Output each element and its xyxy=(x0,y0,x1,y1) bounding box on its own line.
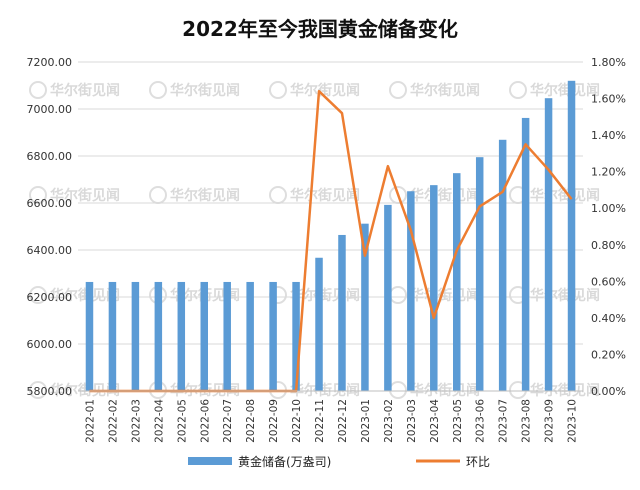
bar xyxy=(177,281,186,391)
y-right-tick-label: 0.20% xyxy=(591,348,626,361)
legend: 黄金储备(万盎司) 环比 xyxy=(188,454,490,469)
bar xyxy=(475,157,484,391)
legend-label-line: 环比 xyxy=(466,455,490,469)
y-left-tick-label: 5800.00 xyxy=(27,385,73,398)
y-left-tick-label: 6000.00 xyxy=(27,338,73,351)
watermark-text: 华尔街见闻 xyxy=(410,287,480,304)
y-right-tick-label: 1.00% xyxy=(591,202,626,215)
watermark: 华尔街见闻 xyxy=(149,81,240,99)
watermark-text: 华尔街见闻 xyxy=(170,82,240,99)
x-tick-label: 2023-09 xyxy=(544,399,556,443)
y-left-tick-label: 6600.00 xyxy=(27,197,73,210)
y-right-tick-label: 0.80% xyxy=(591,239,626,252)
x-tick-label: 2023-05 xyxy=(452,399,464,443)
bar xyxy=(131,281,140,391)
bar-series xyxy=(85,80,576,392)
legend-swatch-bar xyxy=(188,457,232,465)
bar xyxy=(223,281,231,391)
y-left-tick-label: 6400.00 xyxy=(27,244,73,257)
bar xyxy=(85,281,94,391)
bar xyxy=(338,234,346,391)
legend-label-bar: 黄金储备(万盎司) xyxy=(238,454,331,469)
watermark-text: 华尔街见闻 xyxy=(290,82,360,99)
watermark-text: 华尔街见闻 xyxy=(170,187,240,204)
y-left-tick-label: 6800.00 xyxy=(27,150,73,163)
x-tick-label: 2022-01 xyxy=(84,399,96,443)
x-tick-label: 2022-11 xyxy=(314,399,326,443)
watermark: 华尔街见闻 xyxy=(29,186,120,204)
bar xyxy=(315,257,323,391)
y-right-tick-label: 1.80% xyxy=(591,56,626,69)
x-tick-label: 2023-03 xyxy=(406,399,418,443)
bar xyxy=(108,281,117,391)
y-right-tick-label: 0.40% xyxy=(591,312,626,325)
bar xyxy=(430,185,438,391)
chart-title: 2022年至今我国黄金储备变化 xyxy=(182,17,458,41)
bar xyxy=(269,281,277,391)
y-right-tick-label: 1.40% xyxy=(591,129,626,142)
watermark-text: 华尔街见闻 xyxy=(290,187,360,204)
grid-lines xyxy=(78,61,583,392)
bar xyxy=(567,80,576,392)
x-tick-label: 2023-07 xyxy=(498,399,510,443)
watermark: 华尔街见闻 xyxy=(269,81,360,99)
x-tick-label: 2022-03 xyxy=(130,399,142,443)
watermark-text: 华尔街见闻 xyxy=(50,287,120,304)
bar xyxy=(521,117,530,392)
watermark-text: 华尔街见闻 xyxy=(530,82,600,99)
bar xyxy=(154,281,163,391)
y-right-tick-label: 0.60% xyxy=(591,275,626,288)
x-tick-label: 2022-04 xyxy=(153,399,165,443)
y-right-tick-label: 0.00% xyxy=(591,385,626,398)
watermark: 华尔街见闻 xyxy=(149,186,240,204)
x-tick-label: 2023-02 xyxy=(383,399,395,443)
watermark-text: 华尔街见闻 xyxy=(50,187,120,204)
y-right-tick-label: 1.60% xyxy=(591,93,626,106)
watermark-text: 华尔街见闻 xyxy=(530,287,600,304)
x-tick-label: 2023-10 xyxy=(567,399,579,443)
watermark-text: 华尔街见闻 xyxy=(410,187,480,204)
bar xyxy=(544,98,553,391)
watermark: 华尔街见闻 xyxy=(29,286,120,304)
bar xyxy=(292,281,300,391)
bar xyxy=(361,223,369,391)
watermark-text: 华尔街见闻 xyxy=(50,82,120,99)
bar xyxy=(200,281,208,391)
x-tick-label: 2023-04 xyxy=(429,399,441,443)
y-left-tick-label: 7000.00 xyxy=(27,103,73,116)
axes: 5800.00 6000.00 6200.00 6400.00 6600.00 6800.… xyxy=(27,56,626,443)
x-tick-label: 2022-09 xyxy=(268,399,280,443)
watermark: 华尔街见闻 xyxy=(509,81,600,99)
watermark-text: 华尔街见闻 xyxy=(290,287,360,304)
x-tick-label: 2023-08 xyxy=(521,399,533,443)
y-right-tick-label: 1.20% xyxy=(591,166,626,179)
watermark: 华尔街见闻 xyxy=(269,286,360,304)
watermark: 华尔街见闻 xyxy=(269,186,360,204)
x-tick-label: 2022-02 xyxy=(107,399,119,443)
x-tick-label: 2022-05 xyxy=(176,399,188,443)
watermark-text: 华尔街见闻 xyxy=(410,82,480,99)
bar xyxy=(498,139,507,391)
y-left-tick-label: 7200.00 xyxy=(27,56,73,69)
x-tick-label: 2023-06 xyxy=(475,399,487,443)
x-tick-label: 2022-07 xyxy=(222,399,234,443)
bar xyxy=(453,173,461,391)
x-tick-label: 2023-01 xyxy=(360,399,372,443)
bar xyxy=(384,204,392,391)
watermark: 华尔街见闻 xyxy=(29,81,120,99)
bar xyxy=(407,191,415,391)
watermark: 华尔街见闻 xyxy=(389,81,480,99)
x-tick-label: 2022-12 xyxy=(337,399,349,443)
x-tick-label: 2022-08 xyxy=(245,399,257,443)
x-tick-label: 2022-06 xyxy=(199,399,211,443)
x-tick-label: 2022-10 xyxy=(291,399,303,443)
bar xyxy=(246,281,254,391)
y-left-tick-label: 6200.00 xyxy=(27,291,73,304)
